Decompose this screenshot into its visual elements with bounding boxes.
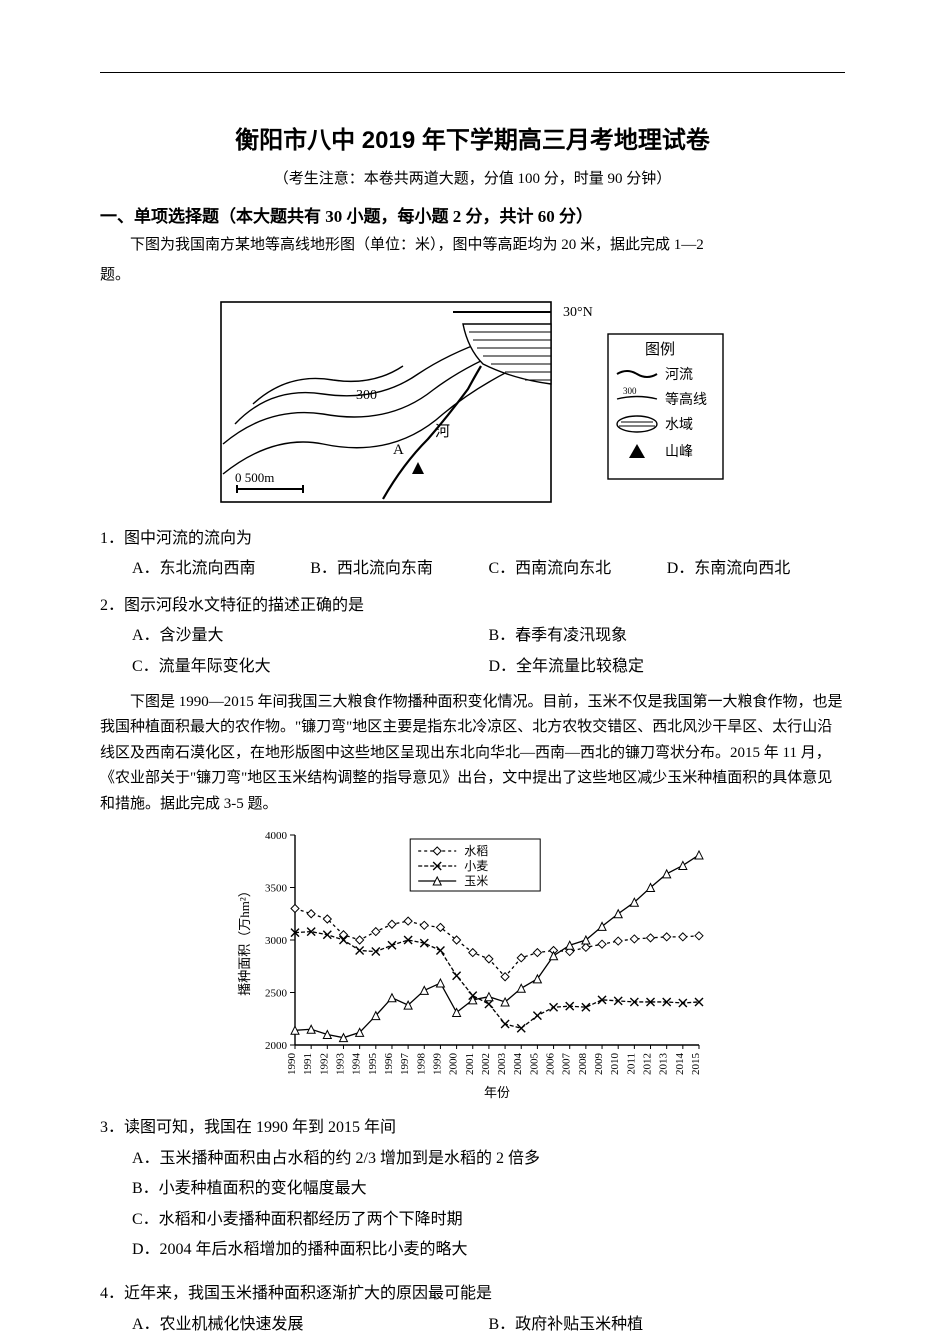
q1-opt-b[interactable]: B．西北流向东南 <box>310 554 488 584</box>
contour-map-svg: 30°N 300 河 A 0 500m 图 <box>213 294 733 514</box>
svg-text:1995: 1995 <box>366 1053 378 1076</box>
legend-water: 水域 <box>665 417 693 433</box>
svg-text:2014: 2014 <box>673 1053 685 1076</box>
contour-map-figure: 30°N 300 河 A 0 500m 图 <box>100 294 845 514</box>
legend-peak: 山峰 <box>665 444 693 460</box>
legend-river: 河流 <box>665 367 693 383</box>
point-a-label: A <box>393 442 404 458</box>
legend-title: 图例 <box>645 341 675 358</box>
page-top-rule <box>100 72 845 73</box>
question-2-options-row1: A．含沙量大 B．春季有凌汛现象 <box>100 621 845 651</box>
river-label: 河 <box>435 423 450 440</box>
q1-opt-c[interactable]: C．西南流向东北 <box>489 554 667 584</box>
svg-text:玉米: 玉米 <box>464 874 488 888</box>
svg-text:2006: 2006 <box>544 1053 556 1076</box>
map-legend: 图例 河流 300 等高线 水域 山峰 <box>608 334 723 479</box>
q3-opt-b[interactable]: B．小麦种植面积的变化幅度最大 <box>132 1174 845 1204</box>
question-2-stem: 2．图示河段水文特征的描述正确的是 <box>100 591 845 621</box>
svg-text:2013: 2013 <box>657 1053 669 1076</box>
svg-text:1993: 1993 <box>334 1053 346 1076</box>
q3-opt-d[interactable]: D．2004 年后水稻增加的播种面积比小麦的略大 <box>132 1235 845 1265</box>
intro-paragraph-1a: 下图为我国南方某地等高线地形图（单位：米），图中等高距均为 20 米，据此完成 … <box>100 233 845 259</box>
svg-text:1992: 1992 <box>318 1053 330 1075</box>
svg-text:4000: 4000 <box>265 830 288 842</box>
scale-label: 0 500m <box>235 470 274 485</box>
crop-area-chart: 2000 2500 3000 3500 4000 1990 1991 1992 1993 1994… <box>100 823 845 1103</box>
svg-text:2010: 2010 <box>609 1053 621 1076</box>
question-1-options: A．东北流向西南 B．西北流向东南 C．西南流向东北 D．东南流向西北 <box>100 554 845 584</box>
svg-text:1991: 1991 <box>302 1053 314 1075</box>
q4-opt-a[interactable]: A．农业机械化快速发展 <box>132 1310 489 1340</box>
svg-text:2001: 2001 <box>463 1053 475 1075</box>
question-3-options: A．玉米播种面积由占水稻的约 2/3 增加到是水稻的 2 倍多 B．小麦种植面积… <box>100 1144 845 1266</box>
svg-text:2004: 2004 <box>512 1053 524 1076</box>
q4-opt-b[interactable]: B．政府补贴玉米种植 <box>489 1310 846 1340</box>
svg-text:2011: 2011 <box>625 1053 637 1075</box>
q3-opt-c[interactable]: C．水稻和小麦播种面积都经历了两个下降时期 <box>132 1205 845 1235</box>
svg-text:3500: 3500 <box>265 883 288 895</box>
q3-opt-a[interactable]: A．玉米播种面积由占水稻的约 2/3 增加到是水稻的 2 倍多 <box>132 1144 845 1174</box>
crop-area-chart-svg: 2000 2500 3000 3500 4000 1990 1991 1992 1993 1994… <box>233 823 713 1103</box>
question-4-stem: 4．近年来，我国玉米播种面积逐渐扩大的原因最可能是 <box>100 1279 845 1309</box>
svg-text:2500: 2500 <box>265 988 288 1000</box>
question-4-options: A．农业机械化快速发展 B．政府补贴玉米种植 <box>100 1310 845 1340</box>
legend-contour-num: 300 <box>623 386 637 396</box>
q1-opt-a[interactable]: A．东北流向西南 <box>132 554 310 584</box>
q2-opt-c[interactable]: C．流量年际变化大 <box>132 652 489 682</box>
question-2-options-row2: C．流量年际变化大 D．全年流量比较稳定 <box>100 652 845 682</box>
exam-subtitle: （考生注意：本卷共两道大题，分值 100 分，时量 90 分钟） <box>100 167 845 188</box>
svg-text:水稻: 水稻 <box>464 844 488 858</box>
svg-text:2000: 2000 <box>265 1040 288 1052</box>
question-3-stem: 3．读图可知，我国在 1990 年到 2015 年间 <box>100 1113 845 1143</box>
latitude-label: 30°N <box>563 305 593 320</box>
svg-text:小麦: 小麦 <box>464 859 488 873</box>
svg-text:2009: 2009 <box>593 1053 605 1076</box>
svg-text:2005: 2005 <box>528 1053 540 1076</box>
svg-text:3000: 3000 <box>265 935 288 947</box>
legend-contour: 等高线 <box>665 391 707 408</box>
q2-opt-d[interactable]: D．全年流量比较稳定 <box>489 652 846 682</box>
svg-text:播种面积（万hm²）: 播种面积（万hm²） <box>237 885 252 997</box>
svg-text:1990: 1990 <box>286 1053 298 1076</box>
section-1-heading: 一、单项选择题（本大题共有 30 小题，每小题 2 分，共计 60 分） <box>100 202 845 227</box>
svg-text:1997: 1997 <box>399 1053 411 1076</box>
svg-text:2008: 2008 <box>576 1053 588 1076</box>
svg-text:2002: 2002 <box>479 1053 491 1075</box>
intro-paragraph-1b: 题。 <box>100 263 845 289</box>
svg-text:1999: 1999 <box>431 1053 443 1076</box>
q1-opt-d[interactable]: D．东南流向西北 <box>667 554 845 584</box>
svg-text:2012: 2012 <box>641 1053 653 1075</box>
svg-text:1998: 1998 <box>415 1053 427 1076</box>
q2-opt-b[interactable]: B．春季有凌汛现象 <box>489 621 846 651</box>
intro-paragraph-2: 下图是 1990—2015 年间我国三大粮食作物播种面积变化情况。目前，玉米不仅… <box>100 690 845 818</box>
svg-text:2007: 2007 <box>560 1053 572 1076</box>
svg-text:1994: 1994 <box>350 1053 362 1076</box>
svg-text:1996: 1996 <box>382 1053 394 1076</box>
svg-text:年份: 年份 <box>483 1085 509 1100</box>
question-1-stem: 1．图中河流的流向为 <box>100 524 845 554</box>
exam-title: 衡阳市八中 2019 年下学期高三月考地理试卷 <box>100 120 845 155</box>
svg-text:2015: 2015 <box>690 1053 702 1076</box>
q2-opt-a[interactable]: A．含沙量大 <box>132 621 489 651</box>
svg-text:2000: 2000 <box>447 1053 459 1076</box>
svg-text:2003: 2003 <box>496 1053 508 1076</box>
contour-300-label: 300 <box>356 388 377 403</box>
